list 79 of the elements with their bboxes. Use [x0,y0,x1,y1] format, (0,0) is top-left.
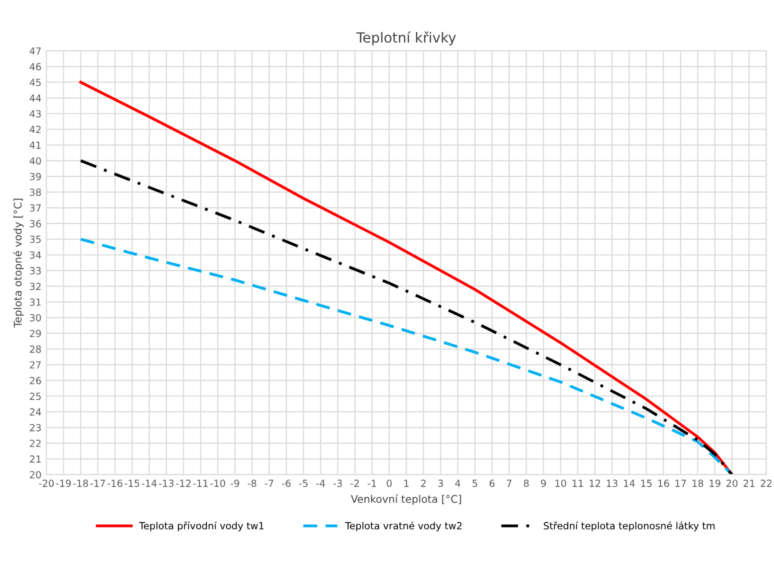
x-tick-label: 0 [386,480,392,487]
y-tick-label: 38 [30,188,41,196]
y-tick-label: 22 [30,440,41,447]
y-tick-label: 29 [30,330,41,338]
x-tick-label: 20 [726,480,738,487]
y-tick-label: 41 [30,142,41,149]
x-tick-label: 22 [760,480,772,487]
x-tick-label: 4 [455,480,460,487]
y-tick-label: 34 [30,251,42,259]
x-tick-label: -3 [333,480,342,487]
y-tick-label: 31 [30,298,41,306]
x-axis-title: Venkovní teplota [°C] [350,494,461,505]
x-tick-label: 16 [658,480,669,487]
x-tick-label: 14 [624,480,635,487]
y-tick-label: 20 [30,471,41,478]
x-tick-label: -20 [38,480,54,487]
x-tick-label: -9 [230,480,240,487]
y-tick-label: 27 [30,361,41,368]
x-tick-label: 18 [692,480,704,487]
x-tick-label: -1 [368,480,376,487]
y-tick-label: 24 [30,408,42,416]
x-tick-label: 5 [472,480,478,487]
x-tick-label: -17 [90,480,105,487]
x-tick-label: -18 [73,480,88,487]
legend-label: Teplota přívodní vody tw1 [139,521,264,532]
y-tick-label: 33 [30,267,41,274]
y-tick-label: 39 [30,172,41,180]
y-tick-label: 47 [30,47,41,55]
x-tick-label: -19 [56,480,71,487]
x-tick-label: -10 [210,480,226,487]
x-tick-label: -15 [124,480,140,487]
x-tick-label: 7 [506,480,512,487]
y-tick-label: 21 [30,455,41,463]
x-tick-label: -8 [248,480,256,487]
x-tick-label: 3 [438,480,443,487]
y-tick-label: 36 [30,220,41,228]
y-tick-label: 28 [30,346,41,353]
y-tick-label: 35 [30,236,41,244]
x-tick-label: -6 [282,480,291,487]
x-tick-label: 12 [590,480,600,487]
y-tick-label: 45 [30,78,41,86]
y-tick-label: 32 [30,282,41,290]
x-tick-label: -5 [299,480,308,487]
legend-label: Střední teplota teplonosné látky tm [544,521,715,532]
x-tick-label: -11 [193,480,208,487]
y-tick-label: 44 [30,94,42,102]
x-tick-label: -4 [316,480,325,487]
y-tick-label: 30 [30,314,41,322]
x-tick-label: 17 [675,480,686,487]
line-series [79,159,734,475]
x-tick-label: -2 [350,480,359,487]
y-tick-label: 42 [30,126,41,134]
x-tick-label: 8 [524,480,529,487]
x-tick-label: 13 [606,480,618,487]
x-tick-label: -14 [142,480,157,487]
y-tick-label: 26 [30,376,41,384]
legend-label: Teplota vratné vody tw2 [345,521,462,532]
y-tick-label: 37 [30,204,41,212]
x-tick-label: 1 [404,480,409,487]
y-tick-label: 43 [30,110,41,118]
line-series [79,80,734,475]
y-tick-label: 25 [30,392,41,400]
x-tick-label: -7 [264,480,274,487]
x-tick-label: 2 [421,480,426,487]
x-tick-label: -13 [158,480,174,487]
x-tick-label: 9 [540,480,546,487]
x-tick-label: 11 [572,480,584,487]
y-axis-title: Teplota otopné vody [°C] [13,198,24,328]
x-tick-label: 19 [710,480,720,487]
x-tick-label: 15 [641,480,652,487]
x-tick-label: -16 [108,480,122,487]
y-tick-label: 23 [30,424,41,432]
y-tick-label: 40 [30,157,41,165]
y-tick-label: 46 [30,63,41,70]
x-tick-label: 21 [744,480,754,487]
x-tick-label: 6 [490,480,495,487]
x-tick-label: -12 [176,480,191,487]
x-tick-label: 10 [555,480,566,487]
chart-title: Teplotní křivky [356,31,456,46]
